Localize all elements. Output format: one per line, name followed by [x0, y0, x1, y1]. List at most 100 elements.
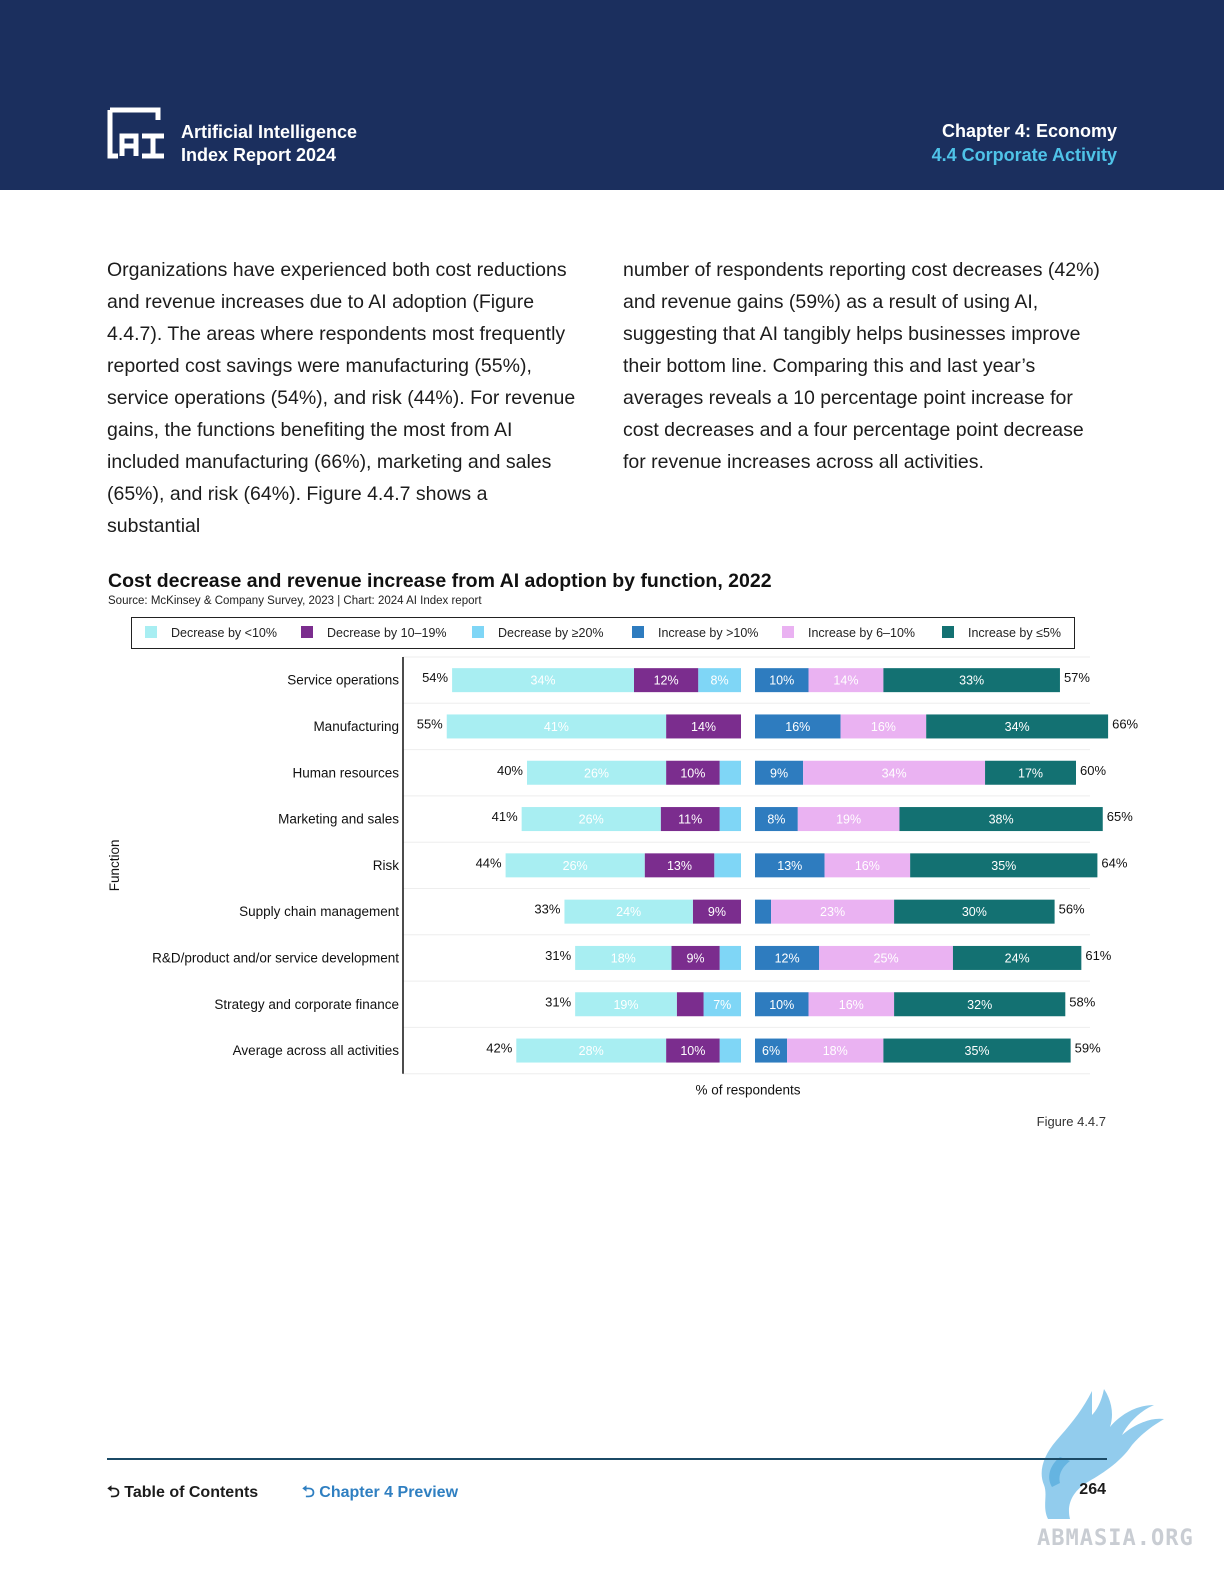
cost-data-label: 9% [686, 951, 704, 965]
legend-item-increase-6-10: Increase by 6–10% [782, 626, 915, 640]
page-header: Artificial Intelligence Index Report 202… [0, 0, 1224, 190]
cost-bar-segment [719, 945, 741, 970]
table-of-contents-link[interactable]: ⮌ Table of Contents [107, 1481, 258, 1508]
legend-swatch [942, 626, 954, 638]
legend-swatch [145, 626, 157, 638]
category-label: Risk [373, 858, 399, 873]
revenue-data-label: 25% [874, 951, 899, 965]
chart-source: Source: McKinsey & Company Survey, 2023 … [108, 595, 482, 607]
revenue-bar-segment [755, 945, 820, 970]
revenue-total-label: 60% [1080, 763, 1106, 778]
revenue-data-label: 14% [833, 674, 858, 688]
cost-total-label: 42% [486, 1041, 512, 1056]
body-text-column-2: number of respondents reporting cost dec… [623, 259, 1100, 473]
revenue-data-label: 16% [871, 720, 896, 734]
revenue-data-label: 17% [1018, 766, 1043, 780]
revenue-bar-segment [840, 714, 927, 739]
cost-data-label: 13% [667, 859, 692, 873]
legend-label: Decrease by 10–19% [327, 626, 447, 640]
revenue-bar-segment [755, 714, 841, 739]
cost-total-label: 41% [492, 809, 518, 824]
cost-data-label: 7% [713, 998, 731, 1012]
legend-swatch [472, 626, 484, 638]
page-number: 264 [1079, 1481, 1106, 1498]
revenue-bar-segment [771, 899, 895, 924]
cost-data-label: 28% [579, 1044, 604, 1058]
revenue-data-label: 10% [769, 998, 794, 1012]
cost-bar-segment [516, 1038, 667, 1063]
legend-label: Increase by >10% [658, 626, 759, 640]
revenue-bar-segment [808, 992, 895, 1017]
revenue-bar-segment [819, 945, 953, 970]
cost-data-label: 34% [531, 674, 556, 688]
revenue-data-label: 30% [962, 905, 987, 919]
cost-total-label: 31% [545, 994, 571, 1009]
x-axis-title: % of respondents [695, 1083, 800, 1098]
revenue-bar-segment [755, 760, 804, 785]
revenue-total-label: 64% [1101, 855, 1127, 870]
cost-data-label: 24% [616, 905, 641, 919]
revenue-bar-segment [755, 1038, 788, 1063]
figure-label: Figure 4.4.7 [1036, 1114, 1106, 1129]
cost-data-label: 26% [584, 766, 609, 780]
revenue-bar-segment [910, 853, 1098, 878]
cost-data-label: 41% [544, 720, 569, 734]
legend-item-decrease-10-19: Decrease by 10–19% [301, 626, 447, 640]
watermark-griffin-icon [1041, 1389, 1164, 1519]
report-title-line2: Index Report 2024 [181, 145, 337, 165]
legend-item-increase-gt10: Increase by >10% [632, 626, 758, 640]
legend-swatch [782, 626, 794, 638]
revenue-bar-segment [952, 945, 1082, 970]
revenue-data-label: 9% [770, 766, 788, 780]
revenue-data-label: 10% [769, 674, 794, 688]
chapter-title: Chapter 4: Economy [941, 121, 1117, 141]
revenue-bar-segment [883, 668, 1060, 693]
cost-data-label: 12% [654, 674, 679, 688]
cost-bar-segment [671, 945, 720, 970]
chapter-preview-link[interactable]: ⮌ Chapter 4 Preview [302, 1481, 458, 1508]
cost-bar-segment [527, 760, 667, 785]
body-text-column-1: Organizations have experienced both cost… [107, 259, 576, 537]
legend-item-decrease-lt10: Decrease by <10% [145, 626, 277, 640]
chapter-preview-label: Chapter 4 Preview [319, 1484, 459, 1501]
footer-divider [107, 1458, 1107, 1460]
revenue-bar-segment [824, 853, 911, 878]
revenue-data-label: 8% [767, 813, 785, 827]
cost-data-label: 9% [708, 905, 726, 919]
revenue-data-label: 23% [820, 905, 845, 919]
cost-bar-segment [505, 853, 645, 878]
cost-total-label: 55% [417, 716, 443, 731]
watermark-text: ABMASIA.ORG [1037, 1526, 1194, 1551]
cost-bar-segment [698, 668, 741, 693]
revenue-bar-segment [755, 899, 772, 924]
cost-bar-segment [719, 760, 741, 785]
revenue-data-label: 38% [989, 813, 1014, 827]
revenue-data-label: 12% [775, 951, 800, 965]
cost-bar-segment [452, 668, 634, 693]
revenue-bar-segment [803, 760, 986, 785]
legend-swatch [632, 626, 644, 638]
category-label: Human resources [292, 765, 399, 780]
revenue-total-label: 58% [1069, 994, 1095, 1009]
cost-total-label: 40% [497, 763, 523, 778]
chart-title: Cost decrease and revenue increase from … [108, 570, 772, 592]
cost-total-label: 33% [534, 902, 560, 917]
revenue-bar-segment [755, 668, 809, 693]
category-label: Marketing and sales [278, 812, 399, 827]
cost-bar-segment [446, 714, 667, 739]
cost-total-label: 54% [422, 670, 448, 685]
legend-swatch [301, 626, 313, 638]
cost-bar-segment [660, 807, 720, 832]
category-label: Manufacturing [313, 719, 399, 734]
revenue-bar-segment [755, 853, 825, 878]
revenue-bar-segment [883, 1038, 1071, 1063]
revenue-data-label: 34% [1005, 720, 1030, 734]
cost-data-label: 18% [611, 951, 636, 965]
cost-bar-segment [719, 807, 741, 832]
legend-item-decrease-gte20: Decrease by ≥20% [472, 626, 604, 640]
revenue-total-label: 56% [1059, 902, 1085, 917]
revenue-data-label: 35% [991, 859, 1016, 873]
revenue-data-label: 24% [1005, 951, 1030, 965]
cost-bar-segment [521, 807, 661, 832]
